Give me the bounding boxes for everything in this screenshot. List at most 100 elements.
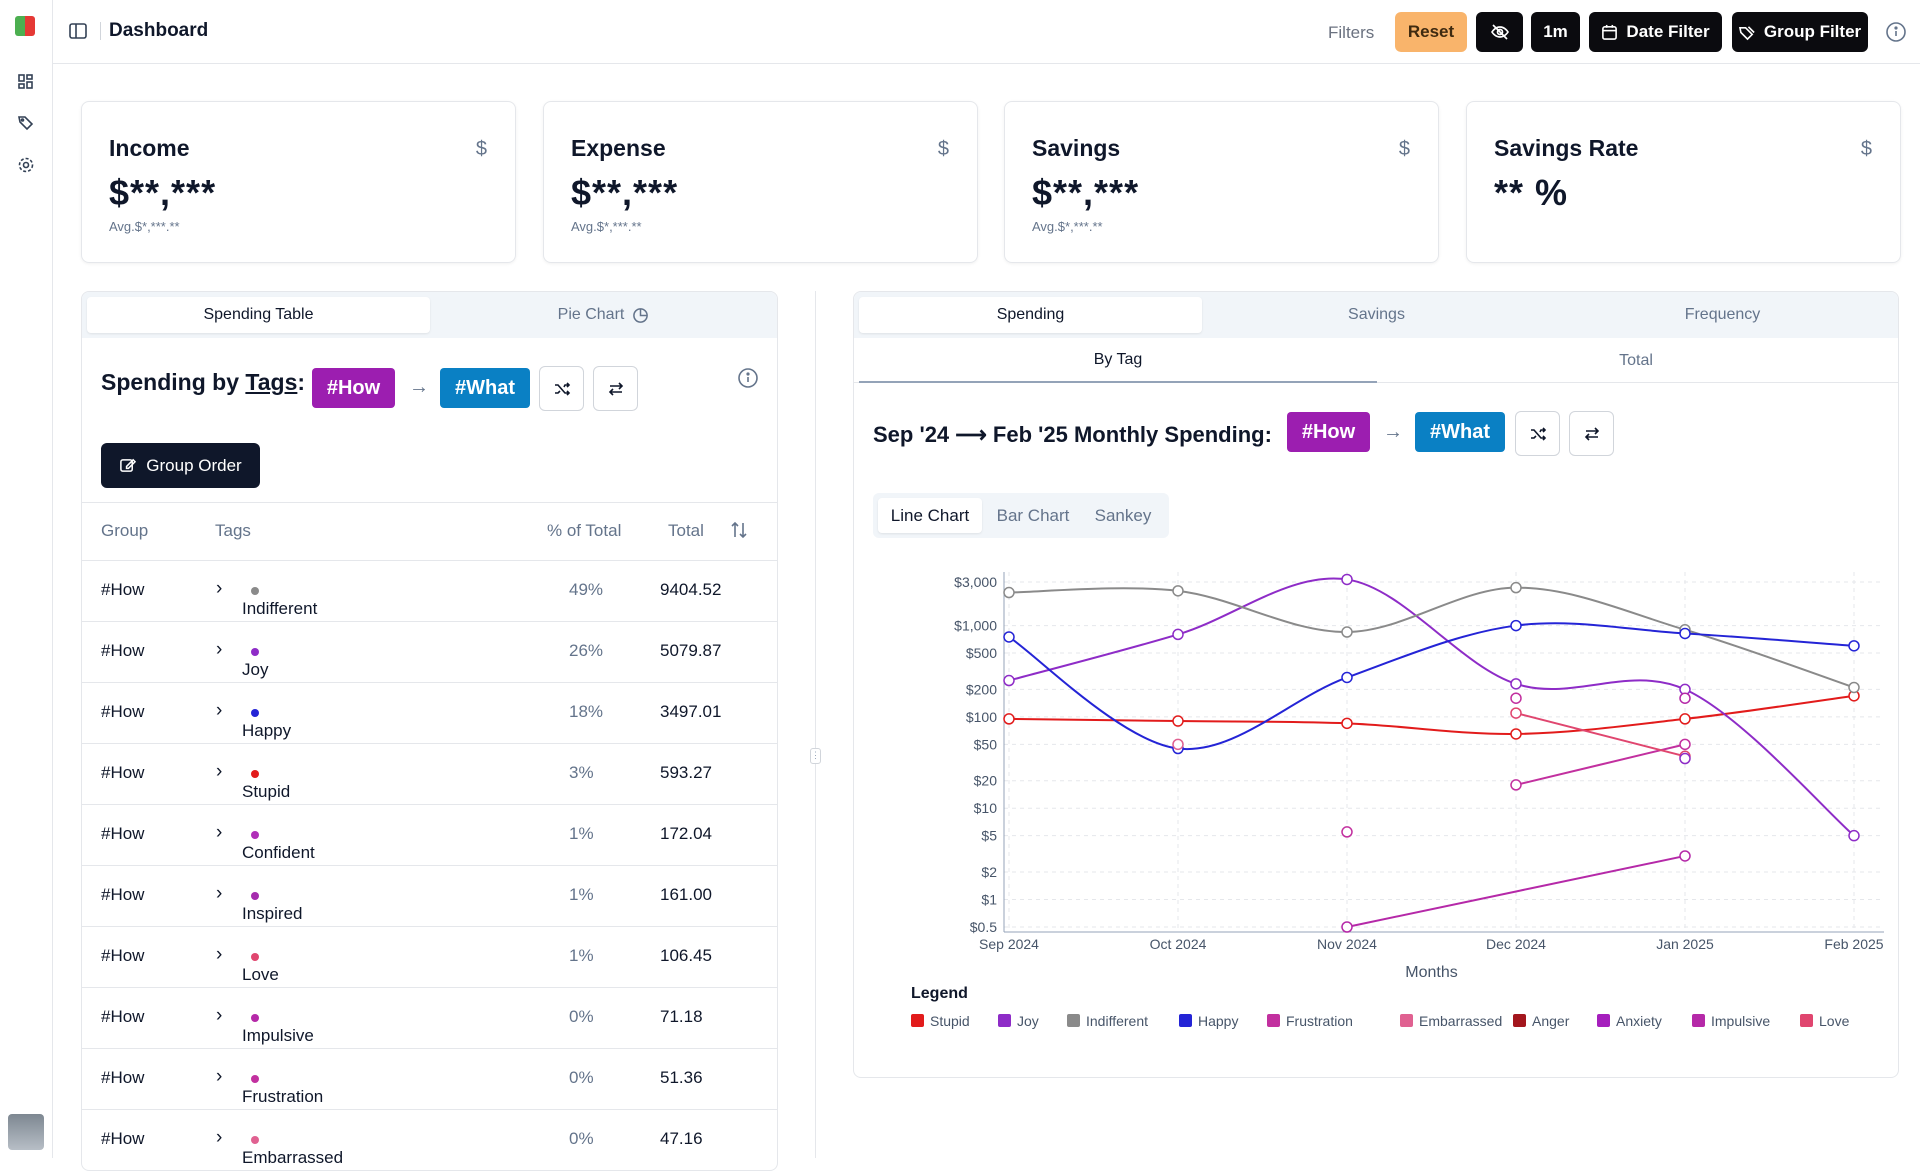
- table-row[interactable]: #How › Embarrassed 0% 47.16: [82, 1109, 777, 1170]
- settings-icon[interactable]: [16, 155, 36, 175]
- legend-swatch: [1692, 1014, 1705, 1027]
- chevron-right-icon[interactable]: ›: [216, 944, 223, 965]
- row-group: #How: [101, 1129, 145, 1148]
- tab-bar-chart[interactable]: Bar Chart: [996, 505, 1070, 525]
- tag-color-dot: [251, 830, 259, 839]
- chevron-right-icon[interactable]: ›: [216, 1066, 223, 1087]
- dollar-icon: $: [937, 138, 949, 160]
- header-divider: [100, 22, 101, 40]
- tab-spending-table[interactable]: Spending Table: [87, 297, 430, 333]
- chevron-right-icon[interactable]: ›: [216, 883, 223, 904]
- top-bar: Dashboard Filters Reset 1m Date Filter G…: [53, 0, 1920, 64]
- table-row[interactable]: #How › Confident 1% 172.04: [82, 804, 777, 865]
- resize-handle[interactable]: ⋮: [810, 748, 821, 764]
- tab-pie-chart[interactable]: Pie Chart: [432, 297, 775, 333]
- chevron-right-icon[interactable]: ›: [216, 639, 223, 660]
- legend-label: Love: [1819, 1013, 1850, 1029]
- table-row[interactable]: #How › Indifferent 49% 9404.52: [82, 560, 777, 621]
- card-value: $**,***: [109, 172, 217, 213]
- calendar-icon: [1602, 24, 1618, 40]
- table-row[interactable]: #How › Impulsive 0% 71.18: [82, 987, 777, 1048]
- dashboard-icon[interactable]: [16, 72, 36, 92]
- y-tick-label: $3,000: [954, 574, 997, 590]
- x-axis-label: Months: [1405, 964, 1457, 981]
- period-button[interactable]: 1m: [1531, 12, 1580, 52]
- y-tick-label: $0.5: [970, 919, 997, 935]
- tag-from-badge[interactable]: #How: [1287, 412, 1370, 452]
- series-line: [1008, 577, 1855, 837]
- reset-button[interactable]: Reset: [1395, 12, 1467, 52]
- spending-view-tabs: Spending Table Pie Chart: [82, 292, 777, 338]
- tab-frequency[interactable]: Frequency: [1684, 306, 1761, 323]
- sidebar-toggle-icon[interactable]: [67, 20, 89, 42]
- row-tag: Embarrassed: [242, 1129, 343, 1167]
- row-percent: 1%: [569, 946, 594, 965]
- swap-button[interactable]: [593, 366, 638, 411]
- group-order-button[interactable]: Group Order: [101, 443, 260, 488]
- chevron-right-icon[interactable]: ›: [216, 761, 223, 782]
- data-point: [1510, 707, 1522, 719]
- table-row[interactable]: #How › Inspired 1% 161.00: [82, 865, 777, 926]
- swap-button[interactable]: [1569, 411, 1614, 456]
- legend-label: Anger: [1532, 1013, 1570, 1029]
- column-header-tags[interactable]: Tags: [215, 521, 251, 540]
- row-tag: Confident: [242, 824, 315, 862]
- eye-off-icon: [1490, 24, 1509, 40]
- legend-swatch: [1267, 1014, 1280, 1027]
- legend-label: Happy: [1198, 1013, 1238, 1029]
- column-header-pct[interactable]: % of Total: [547, 521, 622, 540]
- row-tag: Joy: [242, 641, 268, 679]
- tab-line-chart[interactable]: Line Chart: [878, 498, 982, 533]
- table-row[interactable]: #How › Happy 18% 3497.01: [82, 682, 777, 743]
- data-point: [1510, 678, 1522, 690]
- subtab-total[interactable]: Total: [1619, 351, 1653, 369]
- sort-icon[interactable]: [729, 520, 749, 540]
- row-tag-label: Inspired: [242, 904, 303, 923]
- row-tag: Impulsive: [242, 1007, 314, 1045]
- info-icon[interactable]: [1885, 21, 1907, 43]
- tag-to-badge[interactable]: #What: [1415, 412, 1505, 452]
- tag-color-dot: [251, 1135, 259, 1144]
- row-total: 5079.87: [660, 641, 722, 660]
- data-point: [1341, 626, 1353, 638]
- hide-values-button[interactable]: [1476, 12, 1523, 52]
- column-header-group[interactable]: Group: [101, 521, 149, 540]
- series-line: [1515, 743, 1686, 786]
- tags-link[interactable]: Tags: [245, 369, 298, 395]
- table-row[interactable]: #How › Joy 26% 5079.87: [82, 621, 777, 682]
- row-tag-label: Joy: [242, 660, 269, 679]
- row-total: 161.00: [660, 885, 712, 904]
- date-filter-button[interactable]: Date Filter: [1589, 12, 1722, 52]
- row-percent: 26%: [569, 641, 604, 660]
- legend-swatch: [1179, 1014, 1192, 1027]
- row-percent: 1%: [569, 824, 594, 843]
- tag-color-dot: [251, 1013, 259, 1022]
- app-logo[interactable]: [15, 16, 35, 36]
- tab-savings[interactable]: Savings: [1348, 306, 1405, 323]
- legend-label: Indifferent: [1086, 1013, 1148, 1029]
- group-filter-button[interactable]: Group Filter: [1732, 12, 1868, 52]
- tab-sankey[interactable]: Sankey: [1094, 505, 1152, 525]
- chevron-right-icon[interactable]: ›: [216, 700, 223, 721]
- tag-color-dot: [251, 586, 259, 595]
- tag-from-badge[interactable]: #How: [312, 368, 395, 408]
- card-average: Avg.$*,***.**: [1032, 219, 1103, 234]
- chevron-right-icon[interactable]: ›: [216, 1005, 223, 1026]
- tags-icon[interactable]: [16, 113, 36, 133]
- tag-to-badge[interactable]: #What: [440, 368, 530, 408]
- user-avatar[interactable]: [8, 1114, 44, 1150]
- column-header-total[interactable]: Total: [668, 521, 704, 540]
- shuffle-button[interactable]: [1515, 411, 1560, 456]
- series-line: [1008, 694, 1855, 735]
- info-icon[interactable]: [737, 367, 759, 389]
- table-row[interactable]: #How › Stupid 3% 593.27: [82, 743, 777, 804]
- shuffle-button[interactable]: [539, 366, 584, 411]
- tab-spending[interactable]: Spending: [859, 297, 1202, 333]
- legend-label: Anxiety: [1616, 1013, 1662, 1029]
- table-row[interactable]: #How › Love 1% 106.45: [82, 926, 777, 987]
- subtab-by-tag[interactable]: By Tag: [859, 338, 1377, 383]
- chevron-right-icon[interactable]: ›: [216, 1127, 223, 1148]
- chevron-right-icon[interactable]: ›: [216, 822, 223, 843]
- chevron-right-icon[interactable]: ›: [216, 578, 223, 599]
- table-row[interactable]: #How › Frustration 0% 51.36: [82, 1048, 777, 1109]
